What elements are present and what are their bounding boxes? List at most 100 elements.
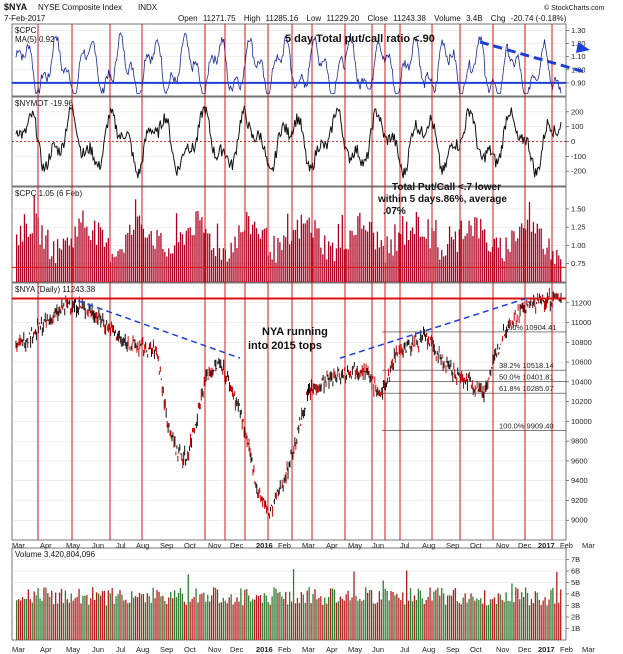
high-value: 11285.16: [266, 14, 299, 23]
volume-bar: [232, 604, 234, 640]
cpc-bar: [205, 229, 207, 282]
volume-bar: [372, 603, 375, 640]
x-tick-label: 2017: [538, 541, 555, 550]
volume-bar: [517, 588, 519, 640]
cpc-bar: [279, 242, 281, 282]
volume-bar: [497, 593, 499, 640]
cpc-bar: [203, 232, 205, 282]
panel-frame-cpc_ma: [11, 23, 567, 97]
x-tick-label: 2016: [256, 541, 273, 550]
volume-bar: [283, 598, 285, 640]
cpc-bar: [392, 255, 394, 282]
cpc-bar: [341, 215, 343, 282]
cpc-bar: [423, 236, 425, 282]
volume-bar: [35, 595, 37, 640]
volume-bar: [197, 602, 199, 640]
cpc-bar: [513, 231, 515, 282]
volume-bar: [452, 589, 455, 640]
volume-bar: [133, 597, 135, 640]
volume-bar: [154, 598, 156, 640]
volume-bar: [419, 590, 421, 640]
cpc-ma-line: [15, 32, 562, 95]
cpc-bar: [62, 238, 65, 282]
volume-bar: [195, 588, 197, 640]
cpc-bar: [222, 248, 224, 282]
volume-bar: [495, 603, 497, 640]
volume-bar: [478, 600, 480, 640]
cpc-bar: [277, 237, 279, 282]
volume-bar: [331, 588, 334, 640]
volume-bar: [482, 603, 484, 640]
x-tick-label: Sep: [446, 541, 459, 550]
cpc-bar: [363, 225, 365, 282]
volume-bar: [367, 592, 369, 640]
x-tick-label: Sep: [160, 541, 173, 550]
cpc-bar: [134, 199, 137, 282]
volume-bar: [499, 594, 501, 640]
cpc-bars-annotation-line: Total Put/Call <.7 lower: [392, 182, 501, 193]
y-tick-label: 11000: [571, 318, 591, 327]
volume-bar: [546, 605, 548, 640]
cpc-bar: [493, 238, 496, 282]
cpc-bar: [425, 238, 427, 282]
volume-bar: [86, 595, 88, 640]
cpc-bar: [324, 235, 326, 282]
open-label: Open: [178, 14, 198, 23]
y-tick-label: 9000: [571, 516, 588, 525]
y-tick-label: 1.00: [571, 241, 586, 250]
volume-bar: [333, 589, 336, 640]
x-tick-label-bottom: Oct: [184, 645, 197, 654]
cpc-bar: [552, 251, 554, 282]
cpc-bar: [281, 249, 283, 282]
cpc-bar: [335, 248, 338, 282]
volume-bar: [244, 589, 246, 640]
cpc-bar: [368, 221, 371, 282]
volume-bar: [536, 592, 538, 640]
chart-exchange: INDX: [138, 3, 158, 12]
cpc-bar: [365, 230, 367, 282]
volume-bar: [392, 591, 394, 640]
cpc-bar: [439, 259, 441, 282]
x-tick-label-bottom: Jun: [92, 645, 104, 654]
x-tick-label-bottom: Feb: [278, 645, 291, 654]
x-tick-label: Jul: [116, 541, 126, 550]
x-tick-label-bottom: Aug: [422, 645, 435, 654]
volume-bar: [47, 593, 49, 640]
cpc-bar: [238, 225, 240, 282]
volume-bar: [528, 605, 531, 640]
cpc-legend-2: MA(5) 0.92: [15, 35, 55, 44]
volume-bar: [466, 602, 468, 640]
cpc-bar: [195, 211, 197, 282]
volume-bar: [380, 599, 382, 640]
cpc-bar: [78, 218, 80, 282]
cpc-bar: [359, 212, 361, 282]
volume-bar: [97, 593, 100, 640]
volume-bar: [513, 602, 515, 640]
volume-bar: [103, 590, 106, 640]
cpc-bar: [117, 250, 119, 282]
volume-bar: [189, 601, 191, 640]
fib-label: 38.2% 10518.14: [499, 361, 554, 370]
x-tick-label: Feb: [278, 541, 291, 550]
cpc-bar: [322, 254, 324, 282]
volume-bar: [113, 603, 115, 640]
volume-bar: [534, 591, 536, 640]
cpc-bar: [179, 232, 182, 282]
volume-bar: [230, 594, 232, 640]
volume-bar: [187, 574, 189, 640]
cpc-bar: [199, 220, 201, 282]
cpc-bar: [226, 261, 228, 282]
cpc-bar: [528, 201, 531, 282]
cpc-bar: [218, 248, 221, 282]
cpc-bar: [115, 256, 117, 282]
price-legend: $NYA (Daily) 11243.38: [15, 285, 96, 294]
cpc-bar: [80, 222, 82, 282]
volume-bar: [224, 600, 226, 640]
volume-label: Volume: [434, 14, 461, 23]
cpc-bar: [446, 244, 449, 282]
cpc-bar: [242, 231, 244, 282]
volume-bar: [530, 599, 533, 640]
price-annotation-1: NYA running: [262, 326, 328, 338]
price-annotation-2: into 2015 tops: [248, 340, 322, 352]
